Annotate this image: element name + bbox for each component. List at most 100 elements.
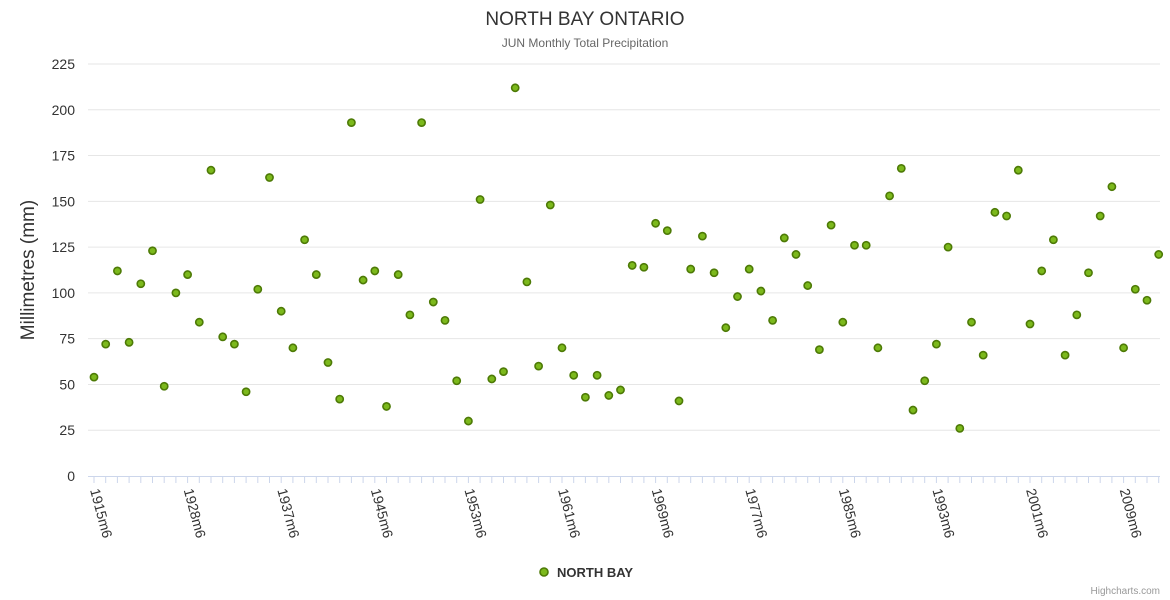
data-point[interactable] xyxy=(885,191,894,201)
data-point[interactable] xyxy=(1060,350,1070,360)
x-tick-label: 1969m6 xyxy=(649,487,678,540)
data-point[interactable] xyxy=(1013,165,1023,175)
y-tick-label: 75 xyxy=(59,331,75,347)
data-point[interactable] xyxy=(428,297,438,307)
data-point[interactable] xyxy=(463,416,473,426)
data-point[interactable] xyxy=(861,240,871,250)
data-point[interactable] xyxy=(1142,295,1152,305)
data-point[interactable] xyxy=(967,317,976,327)
data-point[interactable] xyxy=(990,207,1000,217)
data-point[interactable] xyxy=(908,405,918,415)
data-point[interactable] xyxy=(756,286,766,296)
data-point[interactable] xyxy=(393,270,403,279)
data-point[interactable] xyxy=(768,315,777,325)
data-point[interactable] xyxy=(803,281,813,290)
data-point[interactable] xyxy=(346,118,356,127)
data-point[interactable] xyxy=(218,332,228,342)
y-gridlines xyxy=(88,63,1160,431)
data-point[interactable] xyxy=(721,323,731,333)
data-point[interactable] xyxy=(557,343,567,353)
data-point[interactable] xyxy=(206,165,216,175)
data-point[interactable] xyxy=(171,288,181,298)
data-point[interactable] xyxy=(698,231,707,241)
legend-marker xyxy=(539,567,549,577)
data-point[interactable] xyxy=(89,372,99,382)
data-point[interactable] xyxy=(662,226,672,236)
data-point[interactable] xyxy=(1002,211,1011,221)
data-point[interactable] xyxy=(358,275,368,285)
data-point[interactable] xyxy=(826,220,836,230)
data-point[interactable] xyxy=(148,246,157,256)
data-point[interactable] xyxy=(616,385,625,395)
data-point[interactable] xyxy=(183,270,192,279)
data-point[interactable] xyxy=(978,350,988,360)
data-point[interactable] xyxy=(779,233,789,243)
data-point[interactable] xyxy=(873,343,883,353)
legend-item-north-bay[interactable]: NORTH BAY xyxy=(539,565,633,580)
data-point[interactable] xyxy=(744,264,754,274)
data-point[interactable] xyxy=(136,279,146,289)
data-point[interactable] xyxy=(1049,235,1058,245)
data-point[interactable] xyxy=(124,337,134,347)
data-point[interactable] xyxy=(1084,268,1093,278)
data-point[interactable] xyxy=(815,345,824,355)
data-point[interactable] xyxy=(1119,343,1128,353)
data-point[interactable] xyxy=(113,266,122,276)
data-point[interactable] xyxy=(651,218,660,228)
data-point[interactable] xyxy=(475,195,485,204)
data-point[interactable] xyxy=(932,339,941,349)
data-point[interactable] xyxy=(253,284,263,294)
data-point[interactable] xyxy=(522,277,532,287)
data-point[interactable] xyxy=(487,374,497,384)
data-point[interactable] xyxy=(709,268,719,278)
data-point[interactable] xyxy=(850,240,859,250)
data-point[interactable] xyxy=(276,306,286,316)
data-point[interactable] xyxy=(604,391,614,400)
data-point[interactable] xyxy=(838,317,848,327)
data-point[interactable] xyxy=(1072,310,1082,320)
data-point[interactable] xyxy=(159,381,169,391)
data-point[interactable] xyxy=(943,242,953,252)
data-point[interactable] xyxy=(1154,250,1164,259)
data-point[interactable] xyxy=(370,266,380,276)
data-point[interactable] xyxy=(288,343,298,353)
data-point[interactable] xyxy=(510,83,520,93)
data-point[interactable] xyxy=(1037,266,1047,276)
data-point[interactable] xyxy=(733,292,742,301)
data-point[interactable] xyxy=(194,317,204,327)
data-point[interactable] xyxy=(955,423,965,433)
data-point[interactable] xyxy=(323,358,333,367)
data-point[interactable] xyxy=(1025,319,1035,329)
data-point[interactable] xyxy=(101,339,111,349)
data-point[interactable] xyxy=(311,270,321,279)
data-point[interactable] xyxy=(674,396,684,406)
data-point[interactable] xyxy=(569,370,579,380)
data-point[interactable] xyxy=(417,118,426,127)
data-point[interactable] xyxy=(639,262,649,272)
data-point[interactable] xyxy=(300,235,309,245)
data-point[interactable] xyxy=(229,339,239,349)
data-point[interactable] xyxy=(1130,284,1140,294)
data-point[interactable] xyxy=(581,392,590,402)
data-point[interactable] xyxy=(265,173,274,182)
data-point[interactable] xyxy=(686,264,696,274)
data-point[interactable] xyxy=(241,387,251,397)
credits-link[interactable]: Highcharts.com xyxy=(1091,586,1160,597)
data-point[interactable] xyxy=(405,310,415,320)
data-point[interactable] xyxy=(920,376,930,386)
x-tick-label: 1937m6 xyxy=(274,487,303,540)
data-point[interactable] xyxy=(335,394,345,404)
data-point[interactable] xyxy=(440,315,450,325)
data-point[interactable] xyxy=(592,370,602,380)
data-point[interactable] xyxy=(382,402,391,411)
data-point[interactable] xyxy=(452,376,462,386)
data-point[interactable] xyxy=(896,163,906,173)
data-point[interactable] xyxy=(499,367,508,377)
data-point[interactable] xyxy=(1107,182,1117,192)
data-point[interactable] xyxy=(1095,211,1105,221)
x-tick-label: 1945m6 xyxy=(368,487,397,540)
data-point[interactable] xyxy=(791,250,801,259)
data-point[interactable] xyxy=(534,361,543,371)
data-point[interactable] xyxy=(627,261,637,270)
data-point[interactable] xyxy=(545,200,555,210)
